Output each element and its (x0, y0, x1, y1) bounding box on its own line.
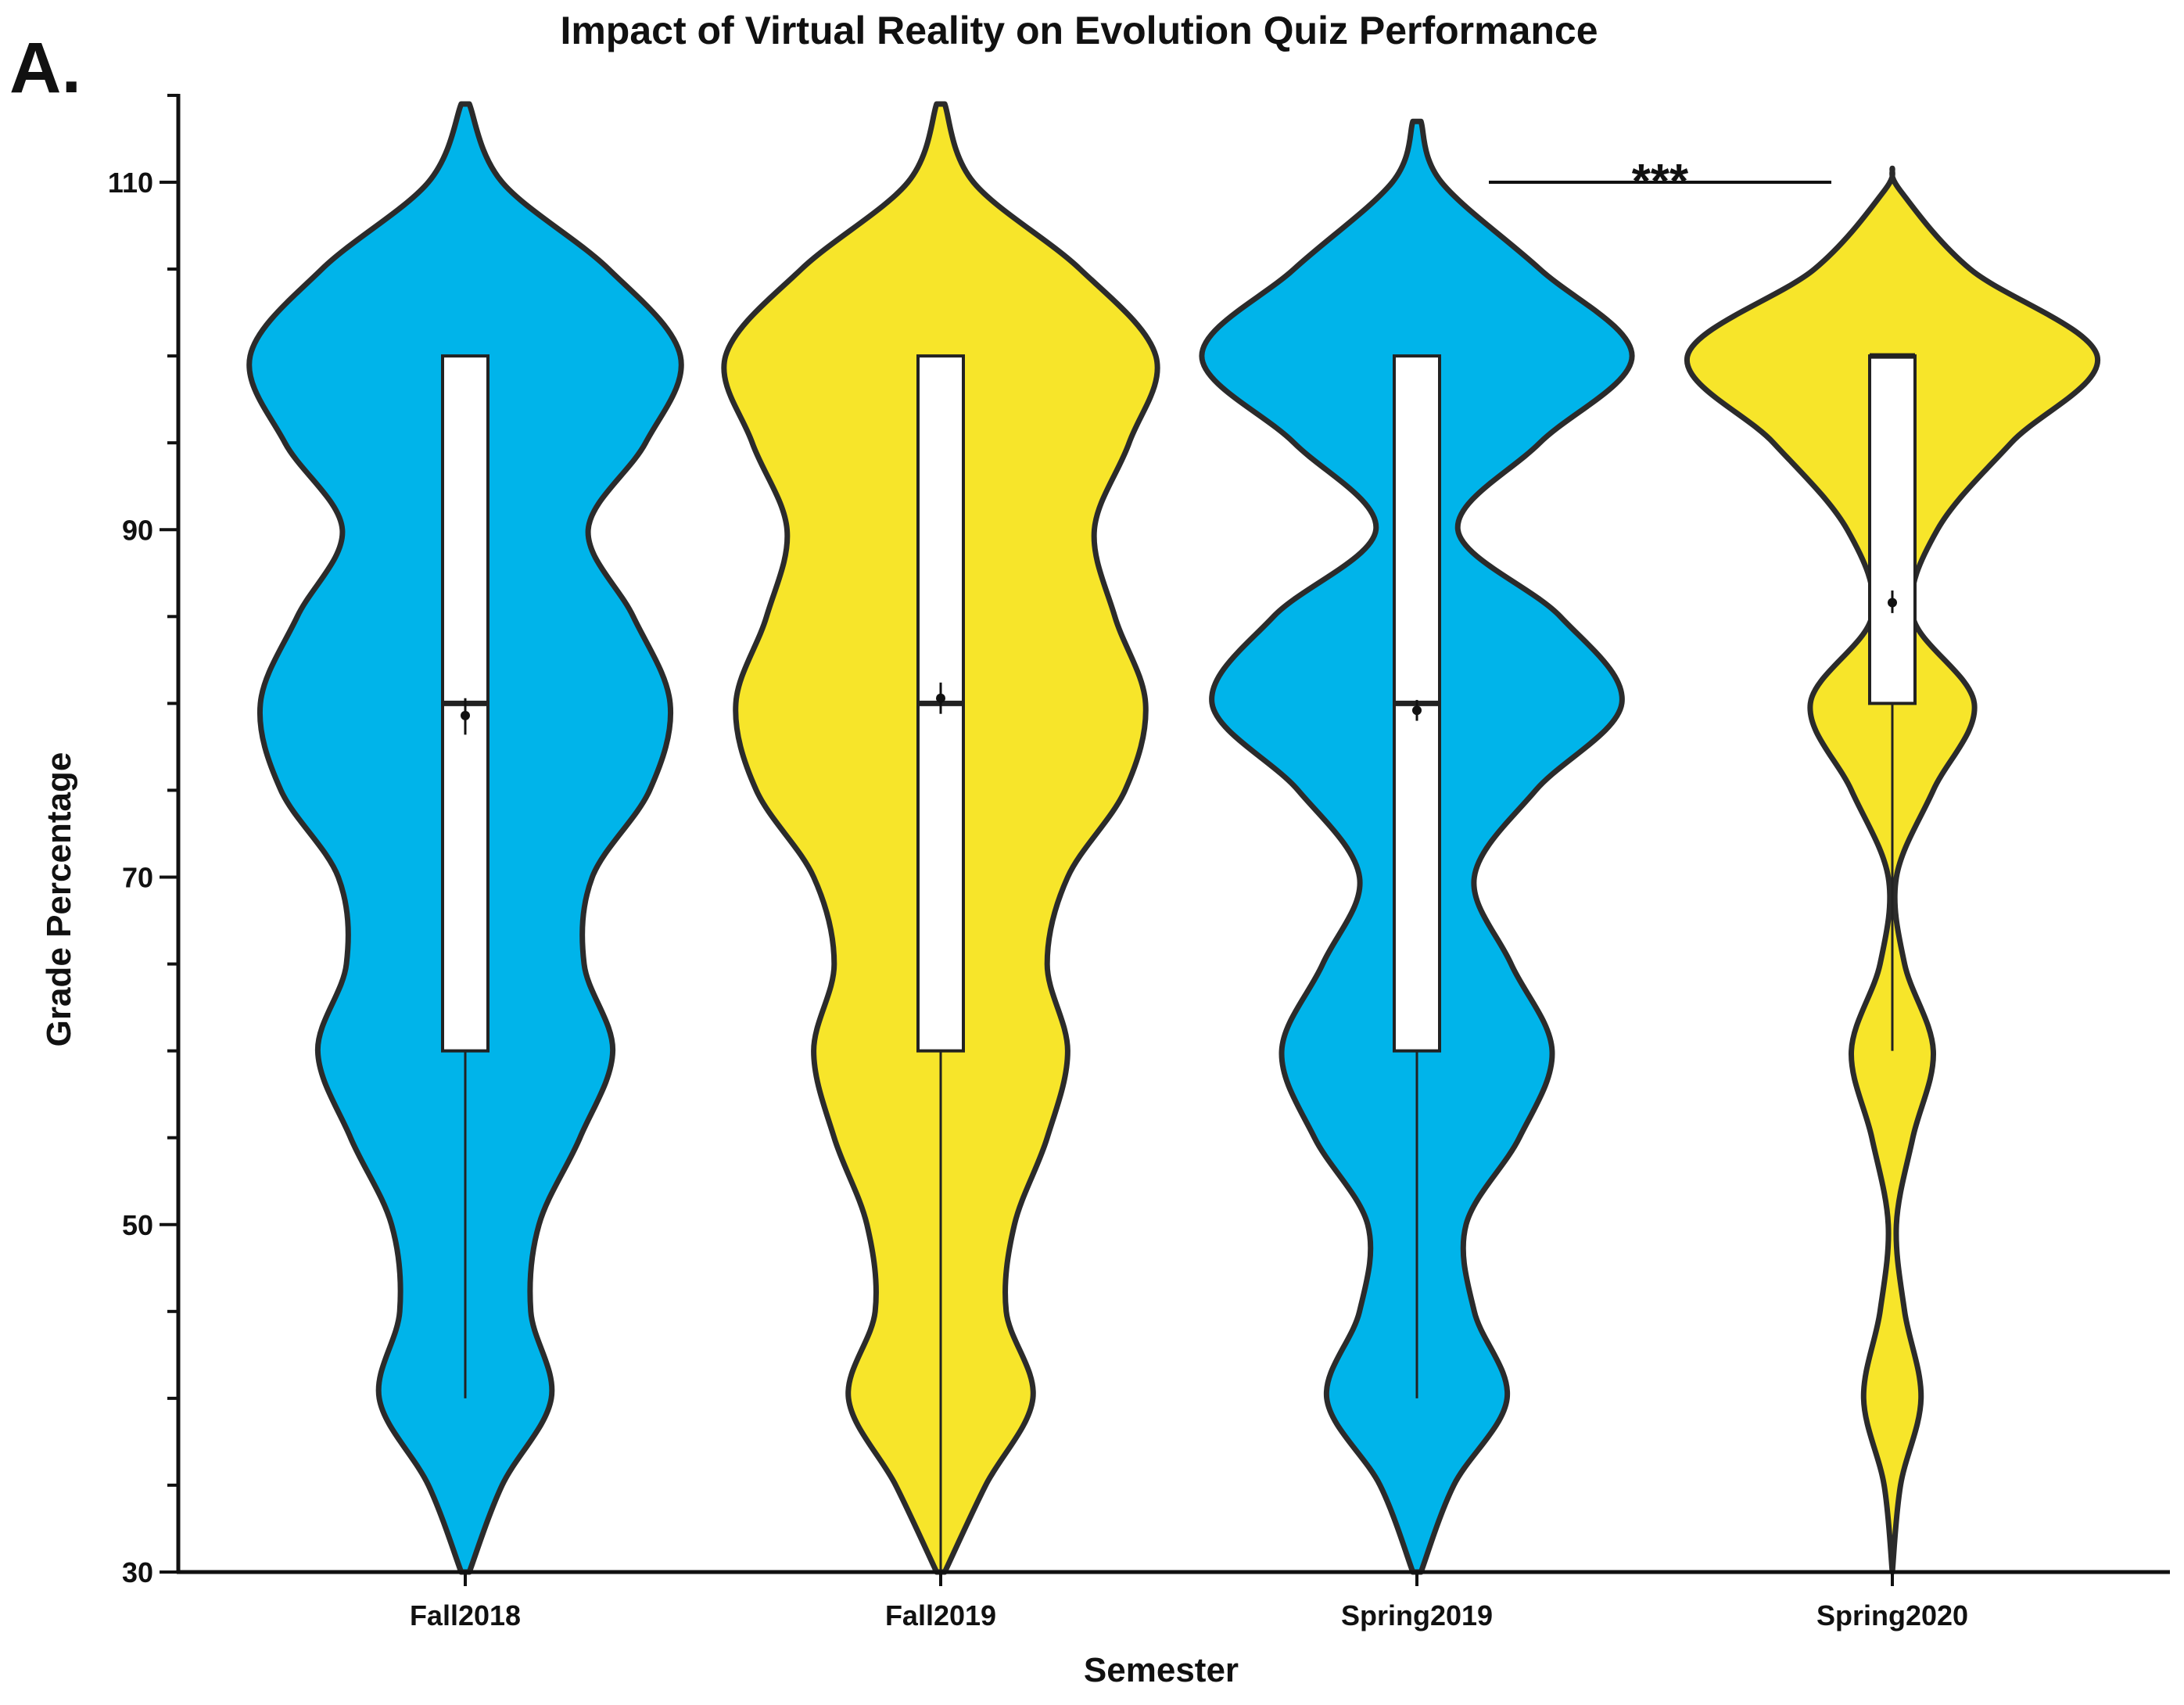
y-tick-label: 70 (122, 862, 153, 894)
panel-label: A. (9, 28, 81, 108)
mean-point-spring2020 (1888, 598, 1897, 608)
mean-point-spring2019 (1412, 705, 1422, 716)
annotation-layer: *** (1489, 155, 1831, 209)
y-tick-label: 90 (122, 514, 153, 546)
y-tick-label: 50 (122, 1209, 153, 1241)
chart-title: Impact of Virtual Reality on Evolution Q… (560, 9, 1598, 52)
violin-fall2018 (246, 101, 684, 1575)
x-tick-label: Spring2020 (1816, 1599, 1968, 1631)
y-axis-label: Grade Percentage (40, 752, 78, 1047)
y-tick-label: 30 (122, 1556, 153, 1588)
x-tick-label: Fall2018 (410, 1599, 521, 1631)
mean-point-fall2018 (461, 710, 470, 720)
violins-layer (246, 101, 2100, 1575)
x-tick-label: Spring2019 (1341, 1599, 1493, 1631)
x-tick-label: Fall2019 (885, 1599, 996, 1631)
x-axis-label: Semester (1084, 1651, 1239, 1689)
mean-point-fall2019 (936, 693, 945, 703)
box-spring2020 (1868, 354, 1917, 705)
violin-spring2019 (1199, 118, 1635, 1575)
axes-layer: 30 50 70 90 110 Fall2018 Fall2019 Spring2019 Spr… (108, 93, 2170, 1631)
violin-spring2020 (1684, 165, 2100, 1575)
y-tick-label: 110 (108, 167, 153, 199)
significance-label: *** (1632, 155, 1689, 209)
violin-fall2019 (721, 101, 1160, 1575)
